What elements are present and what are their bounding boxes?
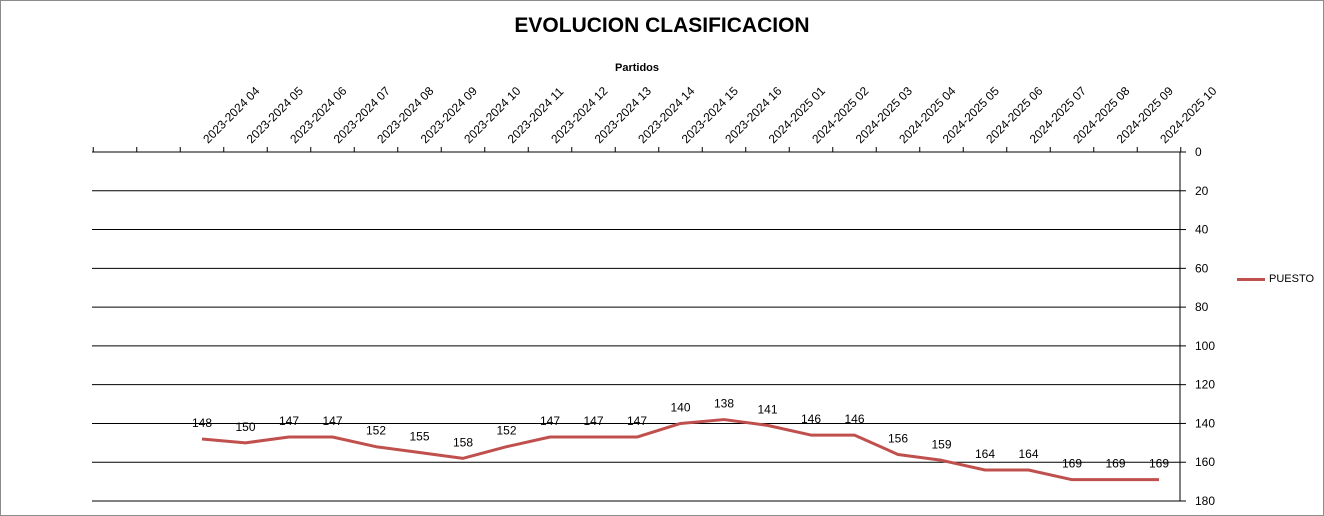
data-label: 147 [627,414,647,428]
data-label: 148 [192,416,212,430]
data-label: 147 [279,414,299,428]
legend-label-puesto: PUESTO [1269,273,1315,285]
y-tick-label: 100 [1195,339,1215,353]
data-label: 147 [583,414,603,428]
series-line-puesto [201,418,1159,482]
data-label: 158 [453,435,473,449]
y-tick-label: 80 [1195,300,1209,314]
data-label: 147 [322,414,342,428]
data-label: 164 [1018,447,1038,461]
y-tick-label: 140 [1195,416,1215,430]
data-label: 164 [975,447,995,461]
chart-title: EVOLUCION CLASIFICACION [514,14,810,37]
data-label: 146 [844,412,864,426]
data-label: 152 [496,424,516,438]
data-label: 159 [931,437,951,451]
data-label: 155 [409,430,429,444]
data-label: 141 [757,402,777,416]
legend-swatch-puesto [1237,277,1265,281]
y-tick-label: 180 [1195,494,1215,508]
data-label: 140 [670,400,690,414]
data-label: 169 [1062,457,1082,471]
data-label: 147 [540,414,560,428]
data-label: 150 [235,420,255,434]
data-label: 169 [1105,457,1125,471]
data-label: 146 [801,412,821,426]
data-label: 152 [366,424,386,438]
y-tick-label: 120 [1195,378,1215,392]
y-tick-label: 40 [1195,223,1209,237]
y-tick-label: 160 [1195,455,1215,469]
legend: PUESTO [1237,273,1314,285]
y-tick-label: 0 [1195,145,1202,159]
data-label: 169 [1149,457,1169,471]
y-tick-label: 20 [1195,184,1209,198]
y-tick-label: 60 [1195,261,1209,275]
data-label: 156 [888,431,908,445]
x-axis-title: Partidos [614,62,659,74]
data-label: 138 [714,397,734,411]
